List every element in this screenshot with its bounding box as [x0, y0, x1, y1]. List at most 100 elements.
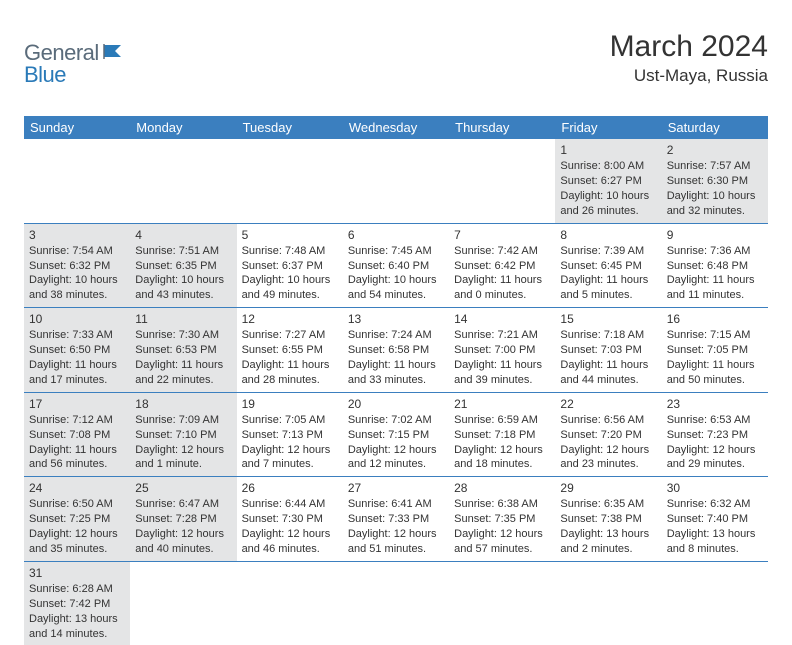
day-cell	[343, 562, 449, 645]
day-sunrise: Sunrise: 6:47 AM	[135, 497, 231, 512]
day-cell: 19Sunrise: 7:05 AMSunset: 7:13 PMDayligh…	[237, 393, 343, 477]
day-number: 19	[242, 396, 338, 412]
dow-cell: Wednesday	[343, 116, 449, 139]
day-daylight2: and 7 minutes.	[242, 457, 338, 472]
day-cell	[449, 139, 555, 223]
day-daylight1: Daylight: 11 hours	[560, 273, 656, 288]
day-daylight1: Daylight: 12 hours	[135, 443, 231, 458]
logo: General	[24, 30, 127, 66]
day-sunset: Sunset: 7:03 PM	[560, 343, 656, 358]
day-sunrise: Sunrise: 6:38 AM	[454, 497, 550, 512]
day-number: 23	[667, 396, 763, 412]
day-cell	[130, 562, 236, 645]
day-cell: 3Sunrise: 7:54 AMSunset: 6:32 PMDaylight…	[24, 224, 130, 308]
day-number: 6	[348, 227, 444, 243]
day-sunset: Sunset: 7:18 PM	[454, 428, 550, 443]
day-daylight2: and 0 minutes.	[454, 288, 550, 303]
day-sunset: Sunset: 6:32 PM	[29, 259, 125, 274]
week-row: 1Sunrise: 8:00 AMSunset: 6:27 PMDaylight…	[24, 139, 768, 224]
day-daylight2: and 35 minutes.	[29, 542, 125, 557]
day-number: 20	[348, 396, 444, 412]
day-cell: 17Sunrise: 7:12 AMSunset: 7:08 PMDayligh…	[24, 393, 130, 477]
day-sunset: Sunset: 7:38 PM	[560, 512, 656, 527]
day-daylight1: Daylight: 11 hours	[667, 358, 763, 373]
day-sunset: Sunset: 7:10 PM	[135, 428, 231, 443]
day-daylight1: Daylight: 12 hours	[29, 527, 125, 542]
day-sunrise: Sunrise: 7:12 AM	[29, 413, 125, 428]
day-sunset: Sunset: 7:30 PM	[242, 512, 338, 527]
day-number: 26	[242, 480, 338, 496]
day-number: 27	[348, 480, 444, 496]
day-daylight2: and 18 minutes.	[454, 457, 550, 472]
dow-cell: Saturday	[662, 116, 768, 139]
day-cell: 21Sunrise: 6:59 AMSunset: 7:18 PMDayligh…	[449, 393, 555, 477]
day-cell: 22Sunrise: 6:56 AMSunset: 7:20 PMDayligh…	[555, 393, 661, 477]
day-number: 15	[560, 311, 656, 327]
day-daylight2: and 32 minutes.	[667, 204, 763, 219]
day-daylight2: and 11 minutes.	[667, 288, 763, 303]
day-cell	[449, 562, 555, 645]
day-sunset: Sunset: 7:13 PM	[242, 428, 338, 443]
day-cell: 14Sunrise: 7:21 AMSunset: 7:00 PMDayligh…	[449, 308, 555, 392]
day-daylight1: Daylight: 11 hours	[454, 273, 550, 288]
day-number: 8	[560, 227, 656, 243]
day-daylight2: and 23 minutes.	[560, 457, 656, 472]
day-sunset: Sunset: 6:37 PM	[242, 259, 338, 274]
day-sunset: Sunset: 6:55 PM	[242, 343, 338, 358]
day-number: 5	[242, 227, 338, 243]
day-cell: 28Sunrise: 6:38 AMSunset: 7:35 PMDayligh…	[449, 477, 555, 561]
day-cell: 9Sunrise: 7:36 AMSunset: 6:48 PMDaylight…	[662, 224, 768, 308]
day-sunset: Sunset: 6:53 PM	[135, 343, 231, 358]
day-daylight1: Daylight: 10 hours	[560, 189, 656, 204]
day-daylight2: and 54 minutes.	[348, 288, 444, 303]
location: Ust-Maya, Russia	[610, 66, 768, 86]
day-sunset: Sunset: 7:35 PM	[454, 512, 550, 527]
day-daylight1: Daylight: 10 hours	[135, 273, 231, 288]
day-cell: 6Sunrise: 7:45 AMSunset: 6:40 PMDaylight…	[343, 224, 449, 308]
day-sunrise: Sunrise: 6:53 AM	[667, 413, 763, 428]
day-number: 12	[242, 311, 338, 327]
day-daylight1: Daylight: 12 hours	[348, 527, 444, 542]
day-number: 7	[454, 227, 550, 243]
day-number: 28	[454, 480, 550, 496]
day-daylight2: and 50 minutes.	[667, 373, 763, 388]
day-number: 4	[135, 227, 231, 243]
day-cell: 10Sunrise: 7:33 AMSunset: 6:50 PMDayligh…	[24, 308, 130, 392]
day-daylight1: Daylight: 13 hours	[667, 527, 763, 542]
day-number: 30	[667, 480, 763, 496]
logo-text-blue: Blue	[24, 62, 66, 87]
logo-blue-line: Blue	[24, 62, 66, 88]
day-number: 17	[29, 396, 125, 412]
day-cell: 18Sunrise: 7:09 AMSunset: 7:10 PMDayligh…	[130, 393, 236, 477]
day-sunrise: Sunrise: 7:57 AM	[667, 159, 763, 174]
day-daylight1: Daylight: 11 hours	[29, 443, 125, 458]
day-number: 24	[29, 480, 125, 496]
day-number: 18	[135, 396, 231, 412]
day-daylight2: and 57 minutes.	[454, 542, 550, 557]
day-daylight1: Daylight: 13 hours	[29, 612, 125, 627]
day-number: 10	[29, 311, 125, 327]
day-cell	[237, 139, 343, 223]
day-daylight1: Daylight: 10 hours	[348, 273, 444, 288]
day-daylight2: and 17 minutes.	[29, 373, 125, 388]
day-daylight2: and 29 minutes.	[667, 457, 763, 472]
day-daylight2: and 40 minutes.	[135, 542, 231, 557]
day-cell: 11Sunrise: 7:30 AMSunset: 6:53 PMDayligh…	[130, 308, 236, 392]
day-sunrise: Sunrise: 6:44 AM	[242, 497, 338, 512]
day-number: 29	[560, 480, 656, 496]
day-sunset: Sunset: 7:33 PM	[348, 512, 444, 527]
day-number: 21	[454, 396, 550, 412]
day-daylight1: Daylight: 10 hours	[242, 273, 338, 288]
day-sunset: Sunset: 7:08 PM	[29, 428, 125, 443]
day-daylight2: and 43 minutes.	[135, 288, 231, 303]
day-daylight1: Daylight: 11 hours	[454, 358, 550, 373]
day-cell: 7Sunrise: 7:42 AMSunset: 6:42 PMDaylight…	[449, 224, 555, 308]
day-sunset: Sunset: 6:42 PM	[454, 259, 550, 274]
week-row: 31Sunrise: 6:28 AMSunset: 7:42 PMDayligh…	[24, 562, 768, 645]
day-sunset: Sunset: 6:58 PM	[348, 343, 444, 358]
day-cell: 25Sunrise: 6:47 AMSunset: 7:28 PMDayligh…	[130, 477, 236, 561]
day-cell	[343, 139, 449, 223]
day-sunrise: Sunrise: 6:50 AM	[29, 497, 125, 512]
day-number: 11	[135, 311, 231, 327]
day-sunrise: Sunrise: 6:59 AM	[454, 413, 550, 428]
